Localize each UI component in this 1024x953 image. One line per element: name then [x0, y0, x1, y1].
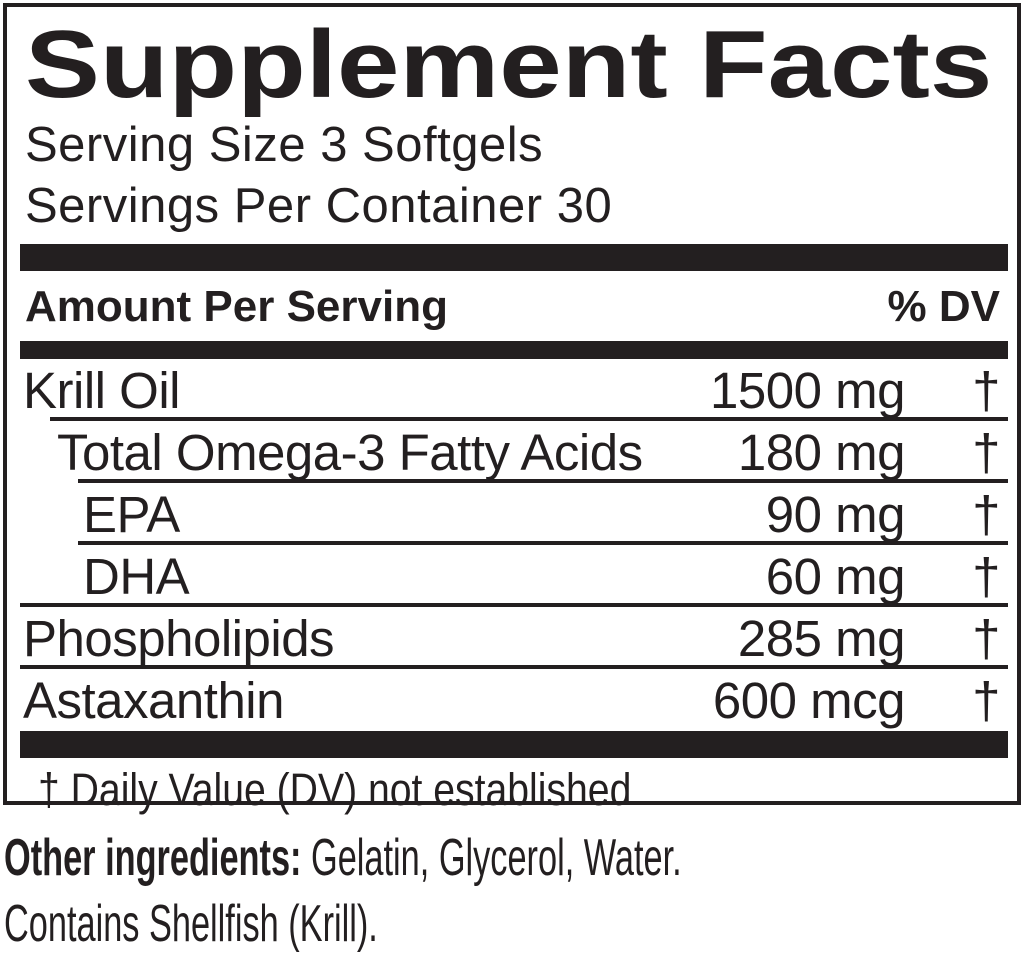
nutrient-amount: 600 mcg — [712, 671, 906, 729]
row-divider — [78, 541, 1008, 545]
row-divider — [50, 417, 1008, 421]
row-divider — [78, 479, 1008, 483]
nutrient-name: Astaxanthin — [23, 671, 285, 729]
nutrient-name: Total Omega-3 Fatty Acids — [57, 423, 643, 481]
panel-title: Supplement Facts — [25, 11, 993, 118]
nutrient-row: Krill Oil 1500 mg † — [7, 359, 1017, 421]
servings-per-container-line: Servings Per Container 30 — [25, 179, 613, 233]
nutrient-row: EPA 90 mg † — [7, 483, 1017, 545]
nutrient-name: Krill Oil — [23, 361, 181, 419]
serving-size-line: Serving Size 3 Softgels — [25, 118, 544, 172]
supplement-facts-panel: Supplement Facts Serving Size 3 Softgels… — [3, 3, 1021, 813]
thick-separator-bar-middle — [20, 341, 1008, 359]
nutrient-name: EPA — [83, 485, 180, 543]
daily-value-footnote: † Daily Value (DV) not established — [38, 764, 632, 815]
nutrient-amount: 90 mg — [765, 485, 906, 543]
nutrient-name: Phospholipids — [23, 609, 335, 667]
nutrient-amount: 60 mg — [765, 547, 906, 605]
nutrient-dv: † — [972, 609, 1000, 667]
nutrient-row: DHA 60 mg † — [7, 545, 1017, 607]
nutrient-dv: † — [972, 361, 1000, 419]
nutrient-row: Phospholipids 285 mg † — [7, 607, 1017, 669]
other-ingredients-label: Other ingredients: — [4, 829, 302, 887]
percent-dv-header: % DV — [887, 282, 1000, 331]
nutrient-name: DHA — [83, 547, 190, 605]
thick-separator-bar-bottom — [20, 731, 1008, 758]
nutrient-amount: 1500 mg — [710, 361, 905, 419]
allergen-statement: Contains Shellfish (Krill). — [4, 895, 378, 953]
nutrient-rows: Krill Oil 1500 mg † Total Omega-3 Fatty … — [7, 359, 1017, 731]
other-ingredients-text: Gelatin, Glycerol, Water. — [301, 829, 682, 887]
nutrient-dv: † — [972, 485, 1000, 543]
amount-per-serving-header: Amount Per Serving — [25, 282, 448, 331]
nutrient-row: Total Omega-3 Fatty Acids 180 mg † — [7, 421, 1017, 483]
thick-separator-bar-top — [20, 244, 1008, 271]
nutrient-row: Astaxanthin 600 mcg † — [7, 669, 1017, 731]
other-ingredients-line: Other ingredients: Gelatin, Glycerol, Wa… — [4, 832, 682, 884]
row-divider — [20, 603, 1008, 607]
nutrient-dv: † — [972, 547, 1000, 605]
row-divider — [20, 665, 1008, 669]
nutrient-amount: 285 mg — [737, 609, 906, 667]
nutrient-amount: 180 mg — [737, 423, 906, 481]
nutrient-dv: † — [972, 423, 1000, 481]
nutrient-dv: † — [972, 671, 1000, 729]
column-header-row: Amount Per Serving % DV — [25, 285, 1000, 329]
